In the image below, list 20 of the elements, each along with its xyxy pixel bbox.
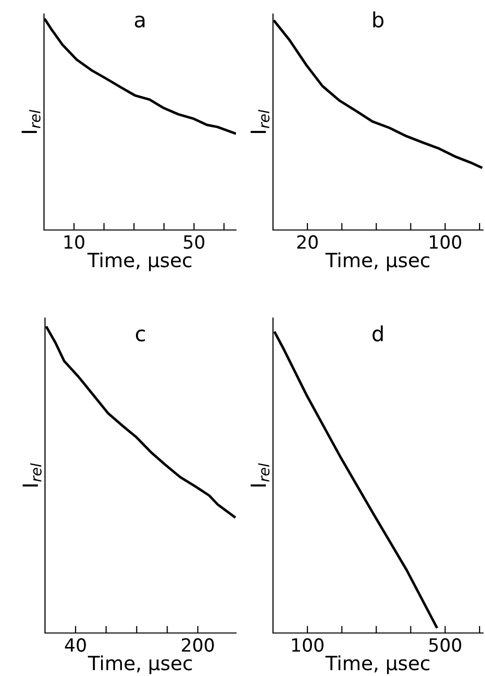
x-tick-label: 200 — [182, 638, 214, 652]
x-tick-label: 20 — [297, 235, 318, 249]
x-axis-title: Time, µsec — [88, 655, 192, 674]
x-axis-title: Time, µsec — [325, 252, 430, 272]
chart-title: d — [372, 325, 383, 342]
x-tick-label: 10 — [64, 235, 84, 249]
chart-title: c — [136, 330, 145, 342]
y-axis-title: I$_{rel}$ — [22, 110, 40, 133]
x-tick-label: 500 — [429, 638, 462, 652]
x-axis-title: Time, µsec — [87, 252, 192, 272]
y-axis-title: I$_{rel}$ — [250, 110, 270, 133]
x-tick-label: 50 — [184, 235, 204, 249]
x-tick-label: 100 — [430, 235, 462, 249]
chart-title: b — [373, 11, 384, 28]
x-tick-label: 40 — [64, 638, 86, 652]
x-tick-label: 100 — [292, 638, 324, 652]
y-axis-title: I$_{rel}$ — [250, 463, 270, 486]
x-axis-title: Time, µsec — [325, 655, 430, 674]
y-axis-title: I$_{rel}$ — [22, 463, 42, 486]
chart-title: a — [134, 16, 144, 28]
